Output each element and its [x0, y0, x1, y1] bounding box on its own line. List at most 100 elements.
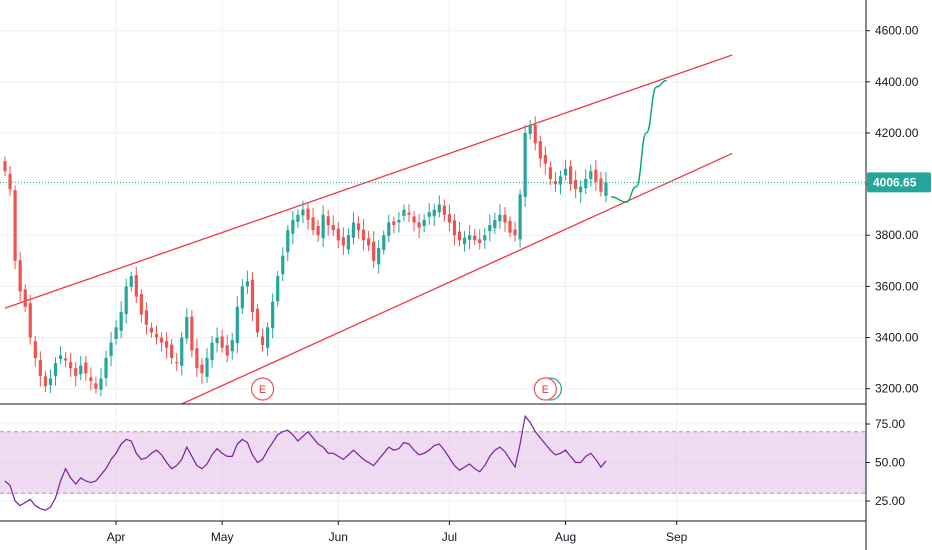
candle [361, 219, 366, 251]
earnings-ring [250, 377, 275, 401]
candle [119, 301, 123, 339]
candle [58, 346, 63, 365]
candle-body [180, 337, 184, 366]
candle-body [250, 279, 255, 312]
candle [53, 357, 58, 386]
candle-body [427, 212, 431, 217]
candle [220, 329, 224, 353]
candle-body [351, 222, 356, 238]
time-tick-label: Aug [555, 530, 576, 544]
rsi-band-fill [0, 431, 866, 494]
candle [387, 214, 391, 243]
candle [134, 267, 138, 303]
candle [185, 307, 189, 344]
candle-body [336, 228, 340, 241]
candle-body [513, 229, 517, 236]
candle [3, 156, 7, 176]
candle [99, 368, 103, 397]
candle [306, 202, 310, 230]
candle [518, 189, 522, 248]
candle-body [599, 178, 603, 192]
candle-body [442, 205, 446, 215]
candle-body [104, 357, 108, 378]
candle [240, 278, 244, 314]
candle-body [579, 186, 583, 193]
candle-body [94, 383, 98, 389]
candle-body [523, 132, 527, 197]
rsi-axis[interactable]: 75.00 50.00 25.00 [866, 417, 905, 508]
rsi-tick-label: 75.00 [875, 417, 905, 431]
candle-body [589, 171, 593, 179]
candle-body [225, 345, 229, 356]
candle-body [8, 173, 12, 190]
candle [245, 270, 249, 294]
price-axis[interactable]: 4600.004400.004200.004000.003800.003600.… [866, 24, 919, 396]
candle-body [134, 275, 138, 297]
candle [79, 355, 83, 381]
candle [94, 376, 98, 394]
trend-channel[interactable] [4, 54, 733, 404]
candle-body [89, 377, 93, 381]
candle-body [548, 167, 552, 179]
earnings-marker: E [250, 377, 275, 401]
candle-body [240, 286, 244, 309]
candle-body [119, 311, 123, 331]
candle [149, 322, 154, 338]
price-tick-label: 3200.00 [875, 382, 919, 396]
candle [144, 302, 148, 335]
candle [170, 339, 174, 365]
candle [377, 240, 381, 274]
time-tick-label: Jul [442, 530, 457, 544]
candle-body [190, 316, 194, 351]
candle [159, 332, 164, 352]
candle-body [331, 225, 335, 231]
candle-body [13, 190, 17, 261]
candle-body [245, 281, 249, 287]
candle [569, 160, 573, 192]
candle-body [3, 161, 7, 172]
candle-body [483, 235, 487, 241]
candle [33, 335, 37, 367]
candle-body [508, 220, 512, 233]
candle [281, 247, 285, 282]
time-axis[interactable]: Apr May Jun Jul Aug Sep [107, 521, 688, 544]
candle [594, 159, 598, 192]
candle [493, 212, 497, 234]
candle [190, 310, 194, 358]
earnings-ring [533, 377, 557, 401]
candle [296, 209, 300, 229]
candle [195, 338, 199, 377]
candle-body [563, 168, 568, 176]
candle [417, 213, 421, 239]
candle-body [387, 222, 391, 236]
projection-path[interactable] [610, 79, 667, 203]
candle [235, 296, 239, 354]
candle [584, 169, 588, 195]
candle [382, 230, 386, 255]
time-tick-label: Sep [666, 530, 688, 544]
candle [301, 200, 305, 224]
candle [18, 252, 22, 302]
candle [351, 212, 356, 245]
candle [599, 171, 603, 197]
candle [574, 170, 578, 198]
candle-body [99, 378, 103, 390]
candle-body [574, 180, 578, 190]
candle [367, 230, 371, 252]
last-price-badge-bg [867, 172, 931, 193]
candle [114, 319, 118, 345]
candle-body [437, 204, 441, 213]
candle [372, 231, 376, 269]
candle-body [23, 289, 27, 307]
candle-body [422, 219, 426, 227]
candle-body [402, 209, 406, 216]
candle-body [114, 327, 118, 340]
candle [23, 284, 27, 313]
candle [488, 214, 492, 242]
price-tick-label: 3800.00 [875, 228, 919, 242]
candle [523, 124, 527, 207]
candle-body [488, 225, 492, 232]
candle-body [462, 237, 467, 244]
